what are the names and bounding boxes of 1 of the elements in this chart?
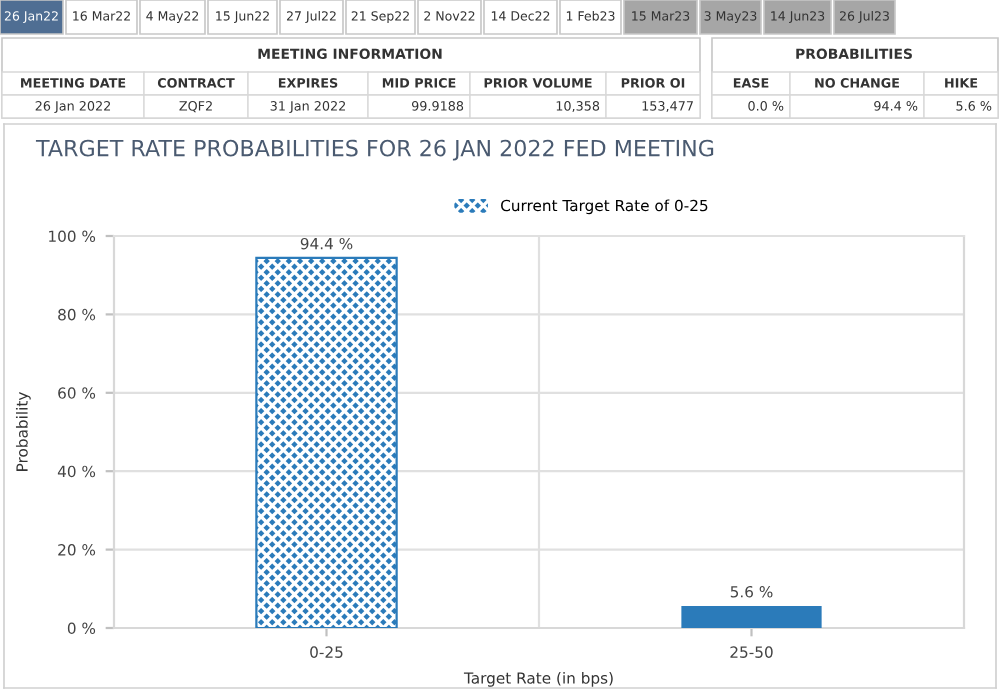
chart-title: TARGET RATE PROBABILITIES FOR 26 JAN 2022 FED MEETING (35, 139, 714, 161)
